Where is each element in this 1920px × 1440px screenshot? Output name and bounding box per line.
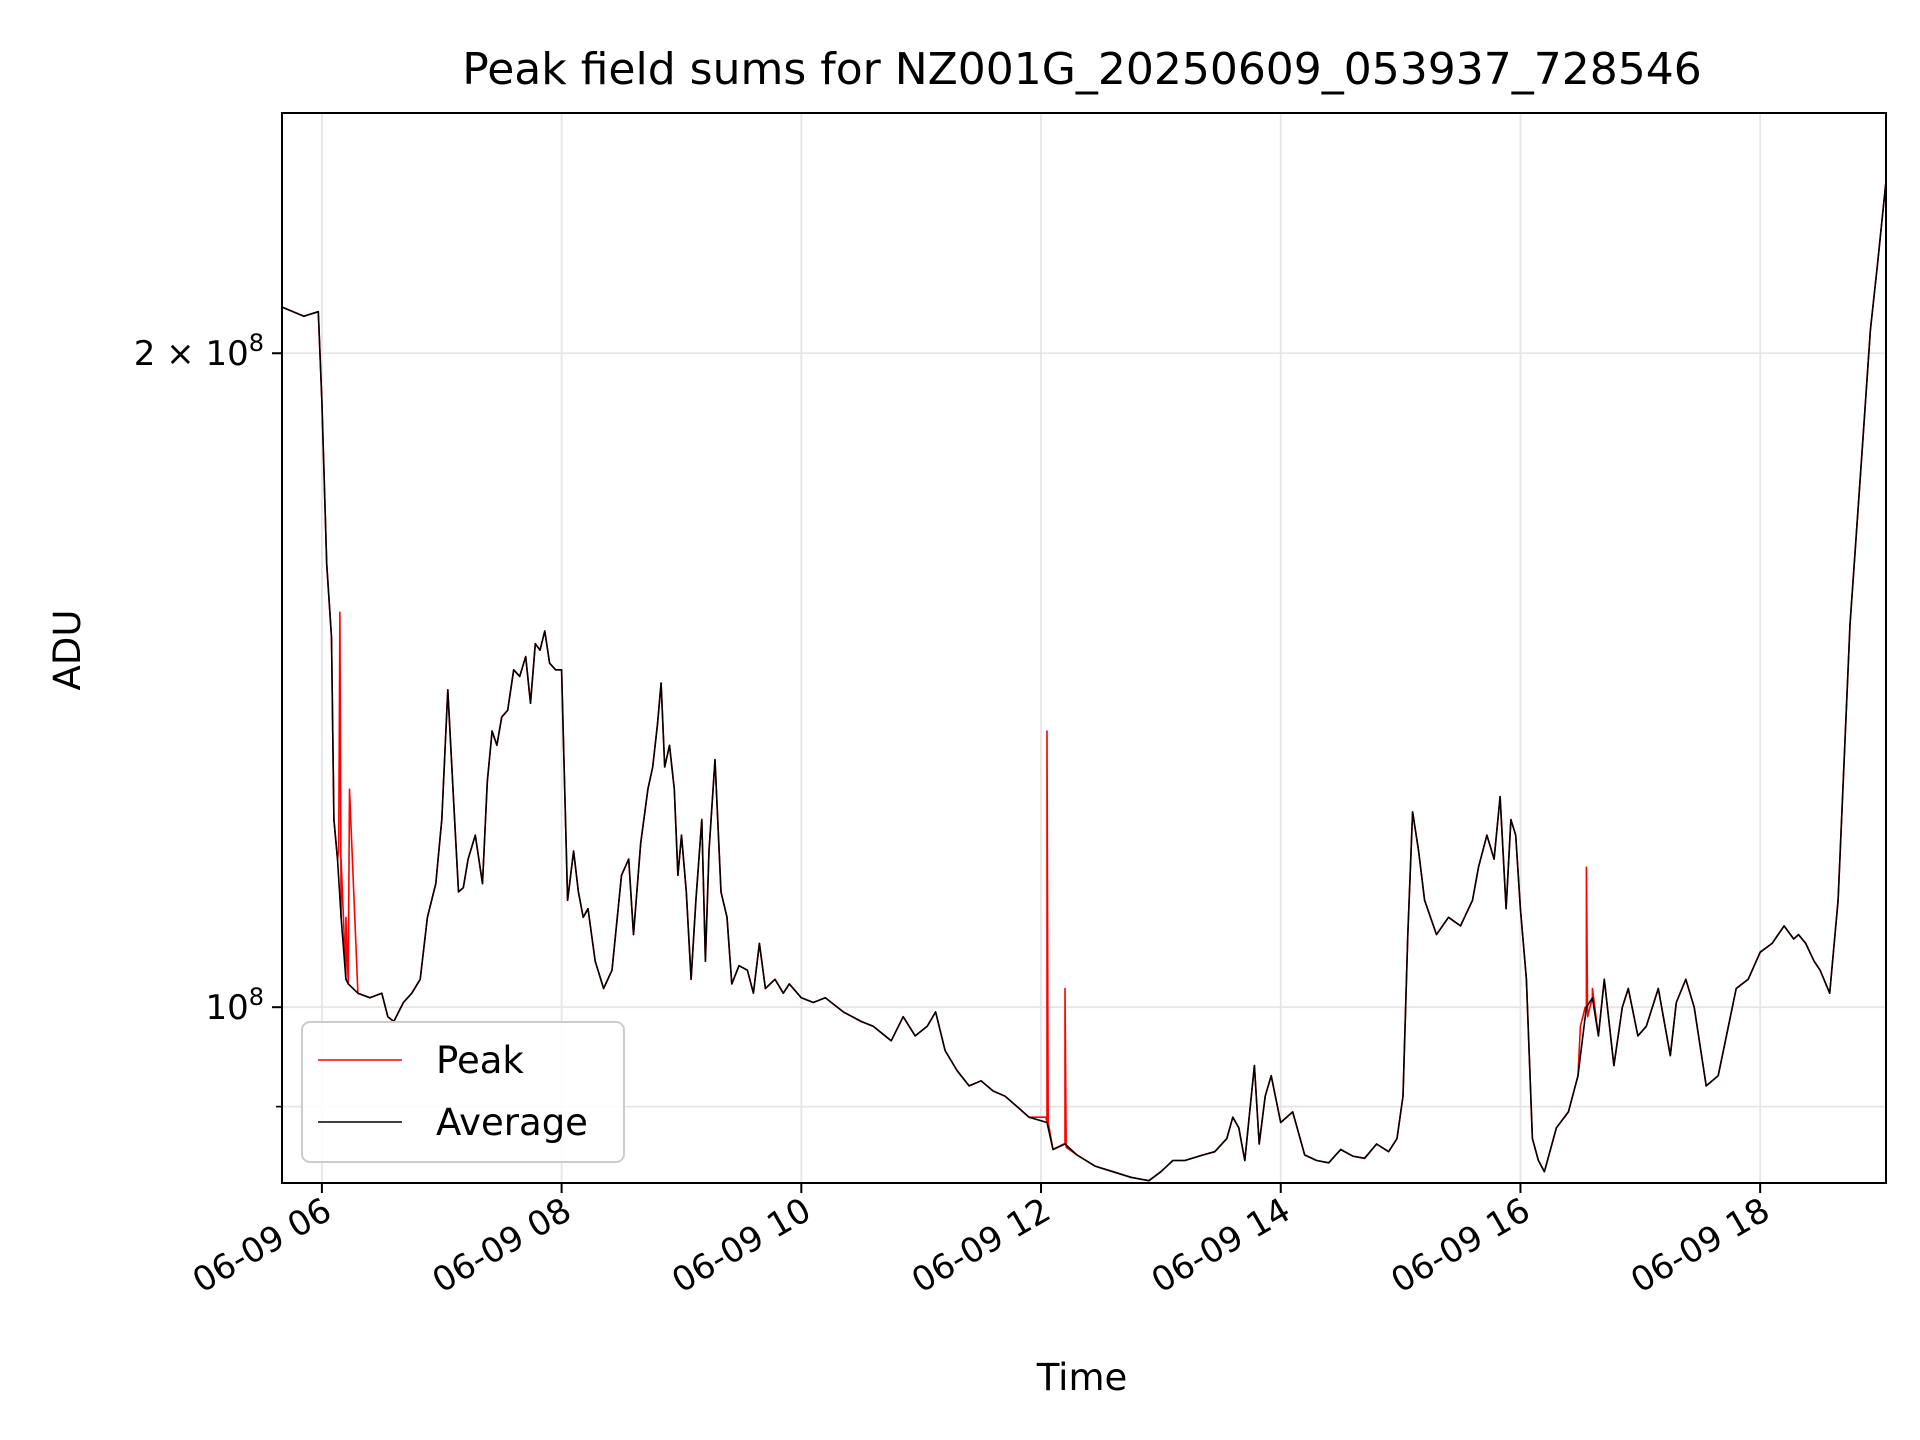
plot-lines (282, 181, 1887, 1182)
y-axis-label: ADU (46, 610, 89, 691)
legend-label-average: Average (436, 1101, 588, 1144)
legend: Peak Average (301, 1021, 625, 1163)
y-tick-label: 2 × 108 (134, 329, 264, 374)
grid (282, 113, 1886, 1183)
axes-frame (281, 112, 1887, 1184)
legend-label-peak: Peak (436, 1039, 524, 1082)
y-tick-label: 108 (205, 983, 264, 1028)
series-line-average (282, 181, 1887, 1182)
y-axis: 108 2 × 108 (134, 329, 282, 1108)
x-axis-label: Time (1036, 1356, 1128, 1399)
chart-title: Peak field sums for NZ001G_20250609_0539… (462, 44, 1701, 95)
legend-box (301, 1021, 625, 1163)
